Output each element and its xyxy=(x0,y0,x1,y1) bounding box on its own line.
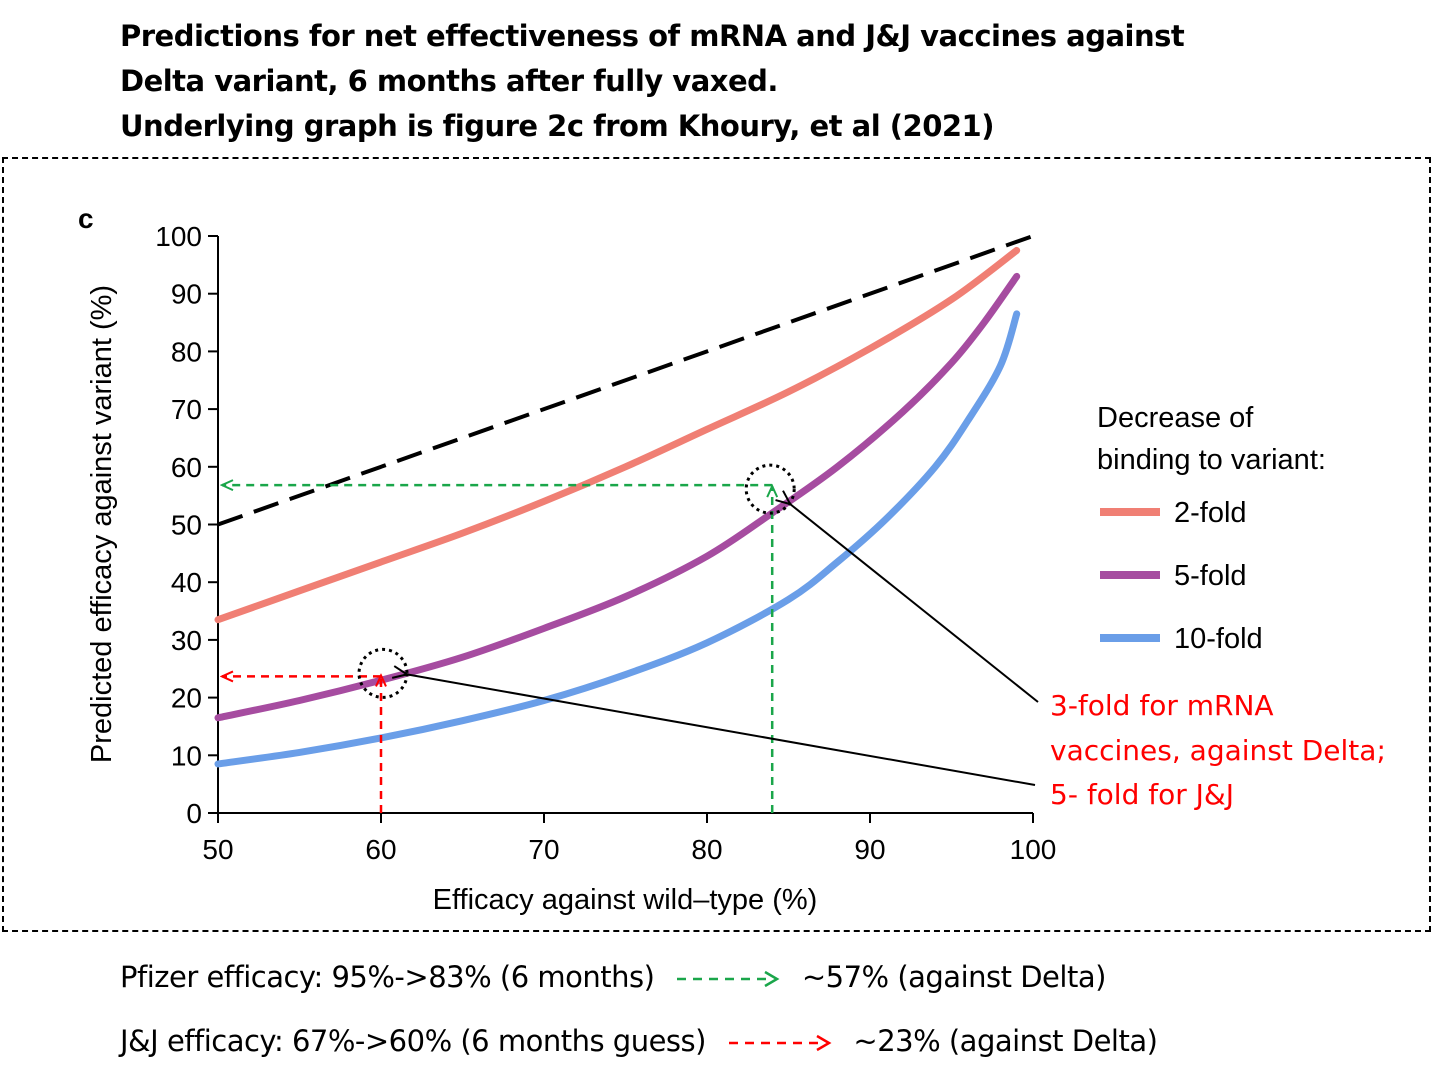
guides-layer xyxy=(222,463,1039,813)
panel-label: c xyxy=(78,203,94,234)
legend-title-line-2: binding to variant: xyxy=(1097,444,1326,476)
identity-reference-line xyxy=(217,234,1034,527)
x-ticks: 50 60 70 80 90 100 xyxy=(202,813,1056,865)
annotation-text: 3-fold for mRNA vaccines, against Delta;… xyxy=(1050,689,1386,811)
y-tick-label: 40 xyxy=(171,567,202,598)
legend-label-2-fold: 2-fold xyxy=(1174,497,1247,529)
annotation-line-1: 3-fold for mRNA xyxy=(1050,689,1274,722)
y-tick-label: 80 xyxy=(171,336,202,367)
x-tick-label: 100 xyxy=(1010,834,1057,865)
y-tick-label: 90 xyxy=(171,279,202,310)
x-tick-label: 90 xyxy=(854,834,885,865)
jj-note: J&J efficacy: 67%->60% (6 months guess) … xyxy=(120,1024,1158,1060)
y-tick-label: 100 xyxy=(155,221,202,252)
jj-note-right: ~23% (against Delta) xyxy=(853,1024,1158,1058)
y-tick-label: 60 xyxy=(171,452,202,483)
annotation-line-3: 5- fold for J&J xyxy=(1050,778,1234,811)
dashed-arrow-right-icon xyxy=(673,962,783,996)
y-tick-label: 0 xyxy=(186,798,202,829)
title-line-3: Underlying graph is figure 2c from Khour… xyxy=(120,109,995,143)
pfizer-note-left: Pfizer efficacy: 95%->83% (6 months) xyxy=(120,960,655,994)
pointer-arrow-jj xyxy=(407,674,1036,786)
x-tick-label: 60 xyxy=(365,834,396,865)
legend-label-10-fold: 10-fold xyxy=(1174,623,1263,655)
x-tick-label: 80 xyxy=(691,834,722,865)
figure-title: Predictions for net effectiveness of mRN… xyxy=(120,14,1185,149)
pfizer-note-right: ~57% (against Delta) xyxy=(801,960,1107,994)
y-tick-label: 10 xyxy=(171,740,202,771)
x-tick-label: 70 xyxy=(528,834,559,865)
pointer-arrow-mrna xyxy=(790,504,1039,703)
x-tick-label: 50 xyxy=(202,834,233,865)
title-line-2: Delta variant, 6 months after fully vaxe… xyxy=(120,64,778,98)
legend-label-5-fold: 5-fold xyxy=(1174,560,1247,592)
y-tick-label: 20 xyxy=(171,683,202,714)
jj-note-left: J&J efficacy: 67%->60% (6 months guess) xyxy=(120,1024,706,1058)
pfizer-highlight-circle xyxy=(744,463,796,515)
series-layer xyxy=(214,234,1034,768)
chart-frame xyxy=(2,157,1431,932)
legend-title-line-1: Decrease of xyxy=(1097,402,1254,434)
pfizer-note: Pfizer efficacy: 95%->83% (6 months) ~57… xyxy=(120,960,1106,996)
title-line-1: Predictions for net effectiveness of mRN… xyxy=(120,19,1185,53)
legend: Decrease of binding to variant: 2-fold 5… xyxy=(1097,402,1326,655)
series-line-5-fold xyxy=(214,272,1021,722)
annotation-line-2: vaccines, against Delta; xyxy=(1050,734,1386,767)
y-axis-label: Predicted efficacy against variant (%) xyxy=(86,285,118,763)
y-tick-label: 30 xyxy=(171,625,202,656)
series-line-2-fold xyxy=(214,246,1021,624)
dashed-arrow-right-icon xyxy=(725,1026,835,1060)
y-tick-label: 70 xyxy=(171,394,202,425)
x-axis-label: Efficacy against wild–type (%) xyxy=(433,884,818,916)
y-ticks: 0 10 20 30 40 50 60 70 80 90 100 xyxy=(155,221,218,829)
y-tick-label: 50 xyxy=(171,510,202,541)
